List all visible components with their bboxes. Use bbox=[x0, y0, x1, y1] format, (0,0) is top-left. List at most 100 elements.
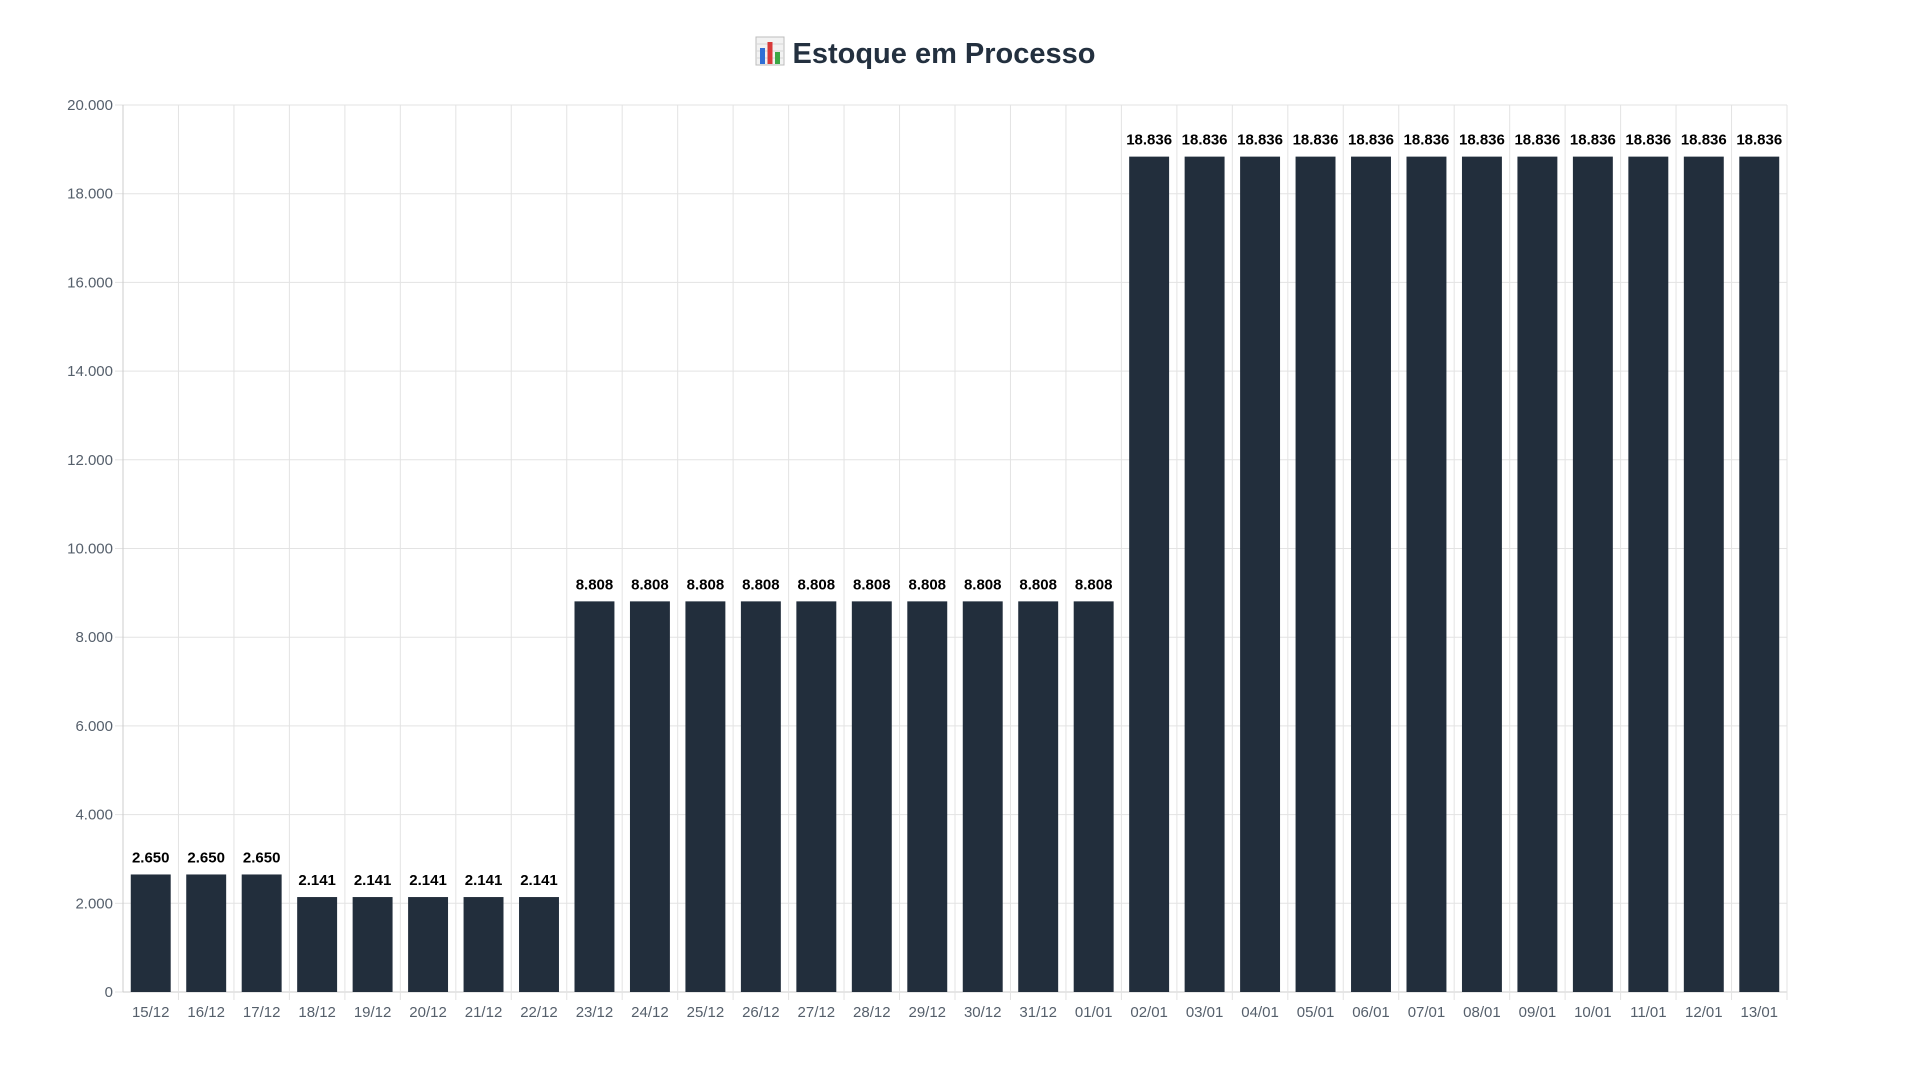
bar[interactable] bbox=[1073, 601, 1114, 992]
y-tick-label: 2.000 bbox=[75, 895, 113, 912]
y-tick-label: 18.000 bbox=[67, 186, 113, 203]
data-label: 2.650 bbox=[187, 849, 225, 866]
y-tick-label: 10.000 bbox=[67, 541, 113, 558]
bar[interactable] bbox=[1572, 156, 1613, 992]
bar[interactable] bbox=[574, 601, 615, 992]
x-tick-label: 13/01 bbox=[1740, 1004, 1778, 1021]
data-label: 18.836 bbox=[1182, 132, 1228, 149]
y-tick-label: 16.000 bbox=[67, 274, 113, 291]
bar[interactable] bbox=[962, 601, 1003, 992]
data-label: 18.836 bbox=[1293, 132, 1339, 149]
bar[interactable] bbox=[851, 601, 892, 992]
x-tick-label: 29/12 bbox=[908, 1004, 946, 1021]
data-label: 8.808 bbox=[687, 576, 725, 593]
data-label: 18.836 bbox=[1570, 132, 1616, 149]
bar[interactable] bbox=[408, 897, 449, 992]
data-label: 18.836 bbox=[1681, 132, 1727, 149]
bar[interactable] bbox=[629, 601, 670, 992]
bar-layer bbox=[130, 156, 1780, 992]
bar[interactable] bbox=[1184, 156, 1225, 992]
bar[interactable] bbox=[1683, 156, 1724, 992]
data-label: 18.836 bbox=[1459, 132, 1505, 149]
bar[interactable] bbox=[130, 874, 171, 992]
bar[interactable] bbox=[740, 601, 781, 992]
x-tick-label: 12/01 bbox=[1685, 1004, 1723, 1021]
data-label: 2.141 bbox=[409, 872, 447, 889]
bar[interactable] bbox=[186, 874, 227, 992]
data-label: 18.836 bbox=[1514, 132, 1560, 149]
label-layer: 0 2.000 4.000 6.000 8.000 10.000 12.000 14.000 1… bbox=[67, 97, 1782, 1021]
data-label: 18.836 bbox=[1625, 132, 1671, 149]
bar-chart-icon bbox=[755, 36, 784, 66]
x-tick-label: 18/12 bbox=[298, 1004, 336, 1021]
x-tick-label: 23/12 bbox=[576, 1004, 614, 1021]
x-tick-label: 20/12 bbox=[409, 1004, 447, 1021]
bar[interactable] bbox=[463, 897, 504, 992]
bar[interactable] bbox=[1628, 156, 1669, 992]
data-label: 8.808 bbox=[631, 576, 669, 593]
data-label: 8.808 bbox=[1075, 576, 1113, 593]
bar[interactable] bbox=[1406, 156, 1447, 992]
bar[interactable] bbox=[297, 897, 338, 992]
data-label: 8.808 bbox=[964, 576, 1002, 593]
data-label: 8.808 bbox=[853, 576, 891, 593]
x-tick-label: 17/12 bbox=[243, 1004, 281, 1021]
x-tick-label: 08/01 bbox=[1463, 1004, 1501, 1021]
bar[interactable] bbox=[907, 601, 948, 992]
bar[interactable] bbox=[241, 874, 282, 992]
x-tick-label: 09/01 bbox=[1519, 1004, 1557, 1021]
bar[interactable] bbox=[519, 897, 559, 992]
grid-layer bbox=[115, 104, 1788, 1000]
y-tick-label: 0 bbox=[105, 984, 113, 1001]
data-label: 2.650 bbox=[132, 849, 170, 866]
x-tick-label: 05/01 bbox=[1297, 1004, 1335, 1021]
bar[interactable] bbox=[1461, 156, 1502, 992]
bar[interactable] bbox=[1351, 156, 1391, 992]
data-label: 8.808 bbox=[576, 576, 614, 593]
x-tick-label: 02/01 bbox=[1130, 1004, 1168, 1021]
data-label: 18.836 bbox=[1404, 132, 1450, 149]
x-tick-label: 07/01 bbox=[1408, 1004, 1446, 1021]
data-label: 2.141 bbox=[354, 872, 392, 889]
x-tick-label: 25/12 bbox=[687, 1004, 725, 1021]
x-tick-label: 21/12 bbox=[465, 1004, 503, 1021]
bar[interactable] bbox=[1129, 156, 1170, 992]
bar[interactable] bbox=[796, 601, 837, 992]
y-tick-label: 14.000 bbox=[67, 363, 113, 380]
x-tick-label: 19/12 bbox=[354, 1004, 392, 1021]
chart-title: Estoque em Processo bbox=[0, 36, 1850, 71]
data-label: 2.650 bbox=[243, 849, 281, 866]
x-tick-label: 30/12 bbox=[964, 1004, 1002, 1021]
data-label: 8.808 bbox=[742, 576, 780, 593]
x-tick-label: 31/12 bbox=[1019, 1004, 1057, 1021]
data-label: 8.808 bbox=[1019, 576, 1057, 593]
bar[interactable] bbox=[1295, 156, 1336, 992]
data-label: 2.141 bbox=[520, 872, 558, 889]
data-label: 2.141 bbox=[465, 872, 503, 889]
bar[interactable] bbox=[685, 601, 726, 992]
data-label: 2.141 bbox=[298, 872, 336, 889]
x-tick-label: 22/12 bbox=[520, 1004, 558, 1021]
bar[interactable] bbox=[1739, 156, 1780, 992]
x-tick-label: 01/01 bbox=[1075, 1004, 1113, 1021]
x-tick-label: 10/01 bbox=[1574, 1004, 1612, 1021]
y-tick-label: 8.000 bbox=[75, 629, 113, 646]
y-tick-label: 20.000 bbox=[67, 97, 113, 114]
y-tick-label: 4.000 bbox=[75, 807, 113, 824]
x-tick-label: 16/12 bbox=[187, 1004, 225, 1021]
x-tick-label: 15/12 bbox=[132, 1004, 170, 1021]
data-label: 18.836 bbox=[1237, 132, 1283, 149]
data-label: 8.808 bbox=[908, 576, 946, 593]
x-tick-label: 26/12 bbox=[742, 1004, 780, 1021]
data-label: 8.808 bbox=[798, 576, 836, 593]
x-tick-label: 04/01 bbox=[1241, 1004, 1279, 1021]
y-tick-label: 12.000 bbox=[67, 452, 113, 469]
x-tick-label: 03/01 bbox=[1186, 1004, 1224, 1021]
data-label: 18.836 bbox=[1348, 132, 1394, 149]
data-label: 18.836 bbox=[1736, 132, 1782, 149]
bar[interactable] bbox=[1018, 601, 1059, 992]
bar[interactable] bbox=[1517, 156, 1558, 992]
bar[interactable] bbox=[352, 897, 393, 992]
bar[interactable] bbox=[1240, 156, 1281, 992]
